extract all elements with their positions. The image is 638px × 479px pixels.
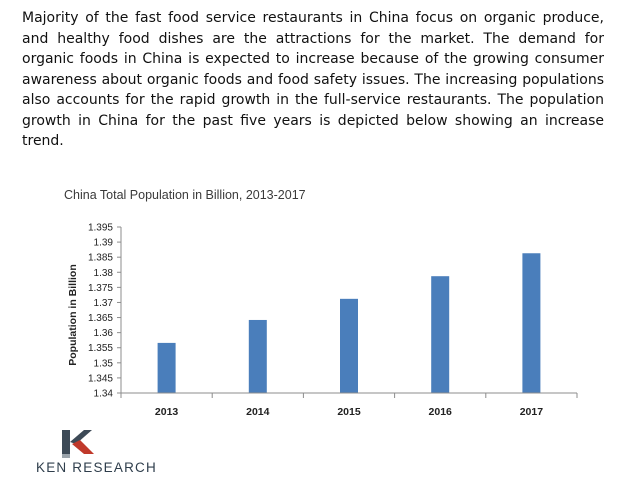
y-axis: 1.34 1.345 1.35 1.355 1.36 1.365 1.37 1.375 1.38…: [88, 223, 122, 400]
chart-title: China Total Population in Billion, 2013-…: [64, 188, 306, 202]
ken-research-logo-icon: [62, 430, 94, 458]
ken-research-wordmark: KEN RESEARCH: [36, 460, 157, 475]
bar-2014: [248, 319, 267, 393]
x-tick-label: 2015: [337, 406, 361, 418]
y-tick-label: 1.39: [94, 238, 114, 249]
bar-2015: [340, 298, 358, 393]
y-tick-label: 1.35: [94, 358, 114, 369]
y-tick-label: 1.37: [94, 298, 114, 309]
y-tick-label: 1.345: [88, 373, 113, 384]
bar-2017: [522, 253, 541, 393]
y-tick-label: 1.355: [88, 343, 113, 354]
bar-2013: [157, 342, 176, 393]
y-tick-label: 1.38: [94, 268, 114, 279]
y-axis-label: Population in Billion: [67, 264, 79, 366]
x-tick-label: 2014: [246, 406, 270, 418]
bars: [157, 253, 541, 393]
x-tick-label: 2013: [155, 406, 179, 418]
x-tick-label: 2016: [429, 406, 453, 418]
y-tick-label: 1.365: [88, 313, 113, 324]
x-axis: 2013 2014 2015 2016 2017: [120, 392, 578, 418]
y-tick-label: 1.36: [94, 328, 114, 339]
intro-paragraph: Majority of the fast food service restau…: [22, 10, 604, 149]
y-tick-label: 1.385: [88, 253, 113, 264]
x-tick-label: 2017: [520, 406, 544, 418]
y-tick-label: 1.34: [94, 389, 114, 400]
y-tick-label: 1.395: [88, 223, 113, 234]
bar-2016: [431, 276, 450, 393]
y-tick-label: 1.375: [88, 283, 113, 294]
